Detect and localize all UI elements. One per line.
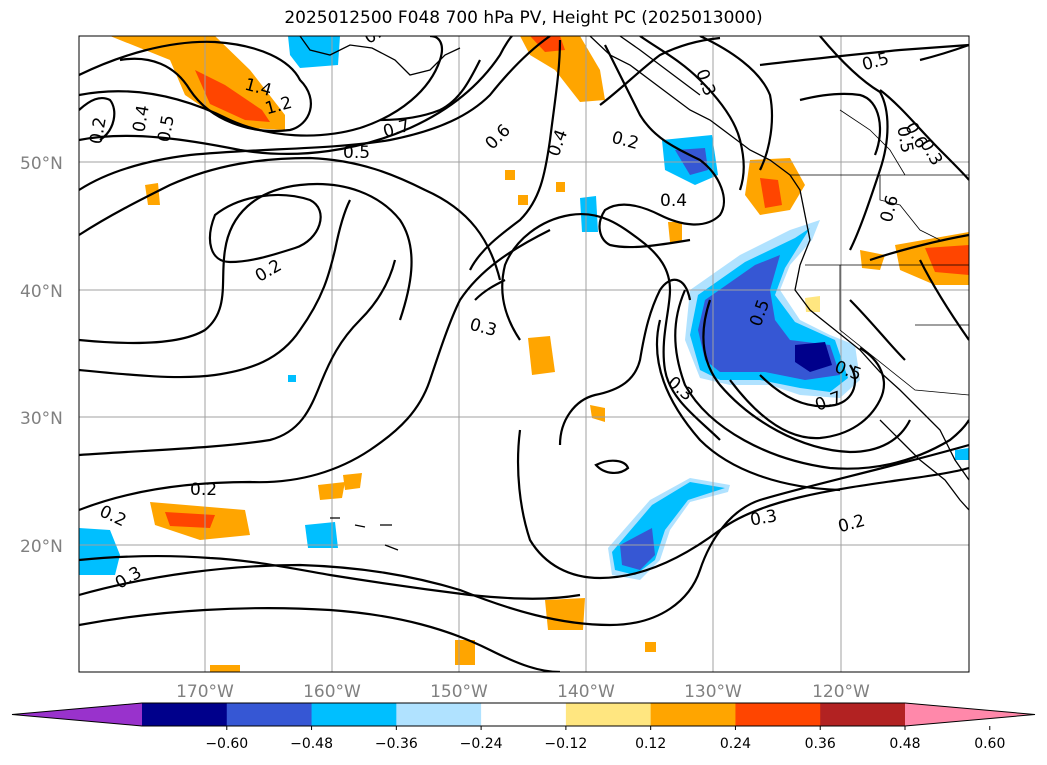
- colorbar-segment: [311, 703, 397, 726]
- map-frame: [78, 35, 970, 673]
- contour-label: 0.2: [190, 480, 217, 500]
- lat-label-40n: 40°N: [20, 282, 63, 302]
- map-title: 2025012500 F048 700 hPa PV, Height PC (2…: [284, 8, 763, 28]
- colorbar-tick-label: 0.48: [889, 736, 920, 752]
- colorbar-tick-label: 0.60: [974, 736, 1005, 752]
- contour-label: 0.2: [86, 116, 110, 146]
- negative-pv-shading: [79, 36, 969, 580]
- colorbar-extend-max: [905, 703, 1035, 726]
- contour-label: 0.4: [129, 104, 153, 134]
- height-contours: [79, 36, 969, 672]
- colorbar-tick-label: −0.36: [375, 736, 418, 752]
- graticule: [79, 36, 969, 672]
- positive-pv-shading: [110, 36, 969, 672]
- contour-label: 0.3: [749, 506, 779, 530]
- colorbar-tick-label: −0.24: [460, 736, 503, 752]
- colorbar-segment: [396, 703, 482, 726]
- lon-label-120w: 120°W: [812, 682, 870, 702]
- contour-label: 0.4: [660, 191, 687, 211]
- colorbar-tick-label: 0.24: [720, 736, 751, 752]
- longitude-labels: 170°W 160°W 150°W 140°W 130°W 120°W: [176, 682, 870, 702]
- contour-label: 0.5: [892, 125, 916, 155]
- lon-label-170w: 170°W: [176, 682, 234, 702]
- colorbar-tick-label: −0.12: [544, 736, 587, 752]
- lat-label-20n: 20°N: [20, 537, 63, 557]
- lon-label-130w: 130°W: [684, 682, 742, 702]
- lon-label-140w: 140°W: [557, 682, 615, 702]
- lat-label-30n: 30°N: [20, 409, 63, 429]
- colorbar-tick-label: 0.36: [805, 736, 836, 752]
- colorbar-segment: [650, 703, 736, 726]
- colorbar-segment: [565, 703, 652, 726]
- colorbar-segment: [735, 703, 821, 726]
- colorbar-outline: [11, 702, 1036, 727]
- colorbar-segment: [142, 703, 228, 726]
- map-area: 1.4 1.2 0.7 0.5 0.6 0.4 0.3 0.2 0.2 0.4 …: [79, 36, 969, 672]
- political-borders: [790, 109, 969, 396]
- colorbar-tick-label: −0.60: [205, 736, 248, 752]
- latitude-labels: 50°N 40°N 30°N 20°N: [20, 154, 63, 557]
- lon-label-150w: 150°W: [430, 682, 488, 702]
- colorbar: −0.60 −0.48 −0.36 −0.24 −0.12 0.12 0.24 0.36 0.4…: [11, 702, 1036, 752]
- lat-label-50n: 50°N: [20, 154, 63, 174]
- colorbar-segment: [481, 703, 567, 726]
- colorbar-extend-min: [12, 703, 142, 726]
- lon-label-160w: 160°W: [303, 682, 361, 702]
- colorbar-segment: [820, 703, 906, 726]
- colorbar-segment: [226, 703, 313, 726]
- colorbar-tick-label: −0.48: [290, 736, 333, 752]
- contour-label: 0.5: [154, 114, 178, 144]
- colorbar-tick-label: 0.12: [635, 736, 666, 752]
- contour-label: 0.5: [343, 143, 370, 163]
